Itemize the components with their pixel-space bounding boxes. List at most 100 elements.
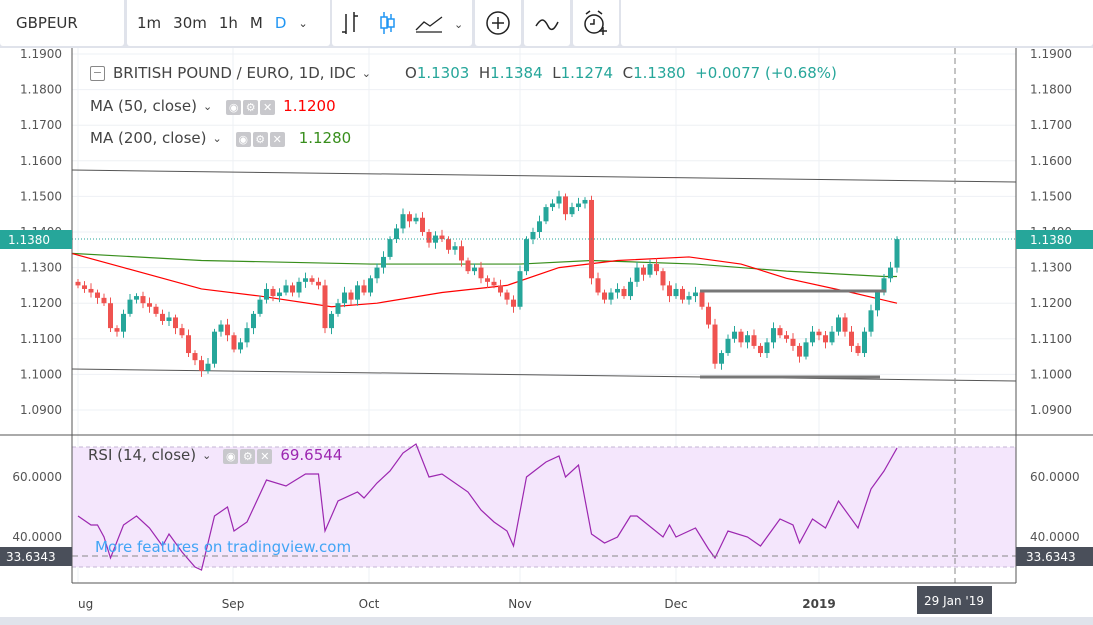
- candle-body: [842, 317, 848, 332]
- candle: [127, 293, 133, 317]
- price-tick-label: 1.1700: [1030, 118, 1072, 132]
- candle-body: [316, 281, 321, 286]
- gear-icon[interactable]: ⚙: [240, 449, 256, 464]
- candle-body: [472, 267, 477, 272]
- area-chart-icon[interactable]: [415, 16, 443, 33]
- chevron-down-icon[interactable]: ⌄: [202, 448, 212, 462]
- candle: [426, 229, 432, 248]
- toolbar-spacer: [621, 0, 1093, 46]
- candle: [459, 240, 464, 267]
- candle: [355, 281, 360, 306]
- candle: [316, 277, 321, 290]
- candle: [810, 325, 815, 347]
- collapse-icon[interactable]: −: [90, 65, 105, 81]
- candle-body: [329, 313, 334, 329]
- bar-chart-icon[interactable]: [342, 12, 358, 34]
- candle-body: [134, 296, 139, 300]
- eye-icon[interactable]: ◉: [226, 100, 242, 115]
- chart-canvas[interactable]: ug Sep Oct Nov Dec 2019 1.1900 1.1900 1.1800 1.18…: [0, 48, 1093, 617]
- candle-body: [290, 285, 295, 293]
- interval-d[interactable]: D: [274, 14, 287, 32]
- candle-body: [160, 313, 165, 321]
- candles-icon[interactable]: [380, 12, 395, 34]
- price-tick-label: 1.1500: [1030, 189, 1072, 203]
- price-tick-label: 1.1800: [1030, 83, 1072, 97]
- candle: [790, 333, 796, 351]
- candle-body: [758, 345, 763, 354]
- close-icon[interactable]: ✕: [257, 449, 273, 464]
- close-value: 1.1380: [633, 64, 686, 82]
- candle-body: [147, 303, 152, 307]
- candle-body: [894, 239, 900, 268]
- candle: [394, 224, 399, 244]
- ma200-label[interactable]: MA (200, close): [90, 129, 207, 147]
- candle: [615, 283, 620, 299]
- candle: [602, 289, 607, 304]
- eye-icon[interactable]: ◉: [235, 132, 251, 147]
- candle-body: [647, 264, 653, 275]
- candle: [238, 338, 243, 354]
- channel-bottom-trendline[interactable]: [71, 368, 1017, 382]
- ma50-line: [71, 252, 898, 308]
- time-tick-label: Dec: [664, 597, 687, 611]
- candle: [862, 327, 867, 357]
- interval-1h[interactable]: 1h: [218, 14, 238, 32]
- gear-icon[interactable]: ⚙: [243, 100, 259, 115]
- series-title[interactable]: BRITISH POUND / EURO, 1D, IDC: [113, 64, 356, 82]
- candle-body: [426, 232, 432, 243]
- gear-icon[interactable]: ⚙: [252, 132, 268, 147]
- candle-body: [725, 338, 731, 354]
- candle-body: [225, 324, 230, 336]
- rsi-label[interactable]: RSI (14, close): [88, 446, 197, 464]
- open-value: 1.1303: [416, 64, 470, 82]
- watermark-link[interactable]: More features on tradingview.com: [95, 538, 351, 556]
- candle: [420, 212, 425, 236]
- chevron-down-icon[interactable]: ⌄: [454, 18, 463, 31]
- rsi-band: [72, 447, 1016, 567]
- indicators-button[interactable]: [524, 0, 570, 46]
- candle-body: [413, 217, 419, 222]
- alert-button[interactable]: [573, 0, 619, 46]
- candle-body: [732, 331, 737, 339]
- ohlc: O1.1303 H1.1384 L1.1274 C1.1380 +0.0077 …: [405, 64, 837, 82]
- candle-body: [868, 310, 874, 332]
- eye-icon[interactable]: ◉: [223, 449, 239, 464]
- ma50-label[interactable]: MA (50, close): [90, 97, 197, 115]
- rsi-tick-label: 60.0000: [12, 470, 62, 484]
- channel-top-trendline[interactable]: [71, 169, 1017, 183]
- candle: [498, 279, 503, 297]
- candle-body: [628, 281, 633, 297]
- close-icon[interactable]: ✕: [269, 132, 285, 147]
- chevron-down-icon[interactable]: ⌄: [298, 16, 308, 30]
- time-crosshair-bg: [917, 586, 992, 614]
- symbol-box[interactable]: GBPEUR: [0, 0, 124, 46]
- candle: [589, 195, 594, 285]
- close-icon[interactable]: ✕: [260, 100, 276, 115]
- candle-body: [563, 196, 568, 215]
- interval-1m[interactable]: 1m: [137, 14, 162, 32]
- chevron-down-icon[interactable]: ⌄: [361, 66, 372, 80]
- chevron-down-icon[interactable]: ⌄: [202, 99, 213, 113]
- price-tick-label: 1.1100: [20, 332, 62, 346]
- candle-body: [641, 267, 646, 275]
- candle-body: [88, 288, 94, 293]
- interval-m[interactable]: M: [249, 14, 263, 32]
- candle: [647, 259, 653, 278]
- candle-body: [673, 288, 679, 297]
- chevron-down-icon[interactable]: ⌄: [212, 131, 222, 145]
- candle-body: [446, 239, 451, 250]
- interval-30m[interactable]: 30m: [173, 14, 207, 32]
- candle-body: [95, 292, 100, 298]
- candle-body: [75, 281, 81, 286]
- candle: [842, 313, 848, 337]
- change-value: +0.0077 (+0.68%): [695, 64, 837, 82]
- candle: [283, 279, 289, 296]
- rsi-tick-label: 40.0000: [12, 530, 62, 544]
- candle-body: [537, 221, 542, 232]
- chart-container[interactable]: ug Sep Oct Nov Dec 2019 1.1900 1.1900 1.1800 1.18…: [0, 48, 1093, 617]
- candle: [95, 289, 100, 304]
- candle: [381, 251, 386, 274]
- compare-button[interactable]: [475, 0, 521, 46]
- rsi-crosshair-left: 33.6343: [6, 550, 56, 564]
- ma200-path: [71, 252, 897, 278]
